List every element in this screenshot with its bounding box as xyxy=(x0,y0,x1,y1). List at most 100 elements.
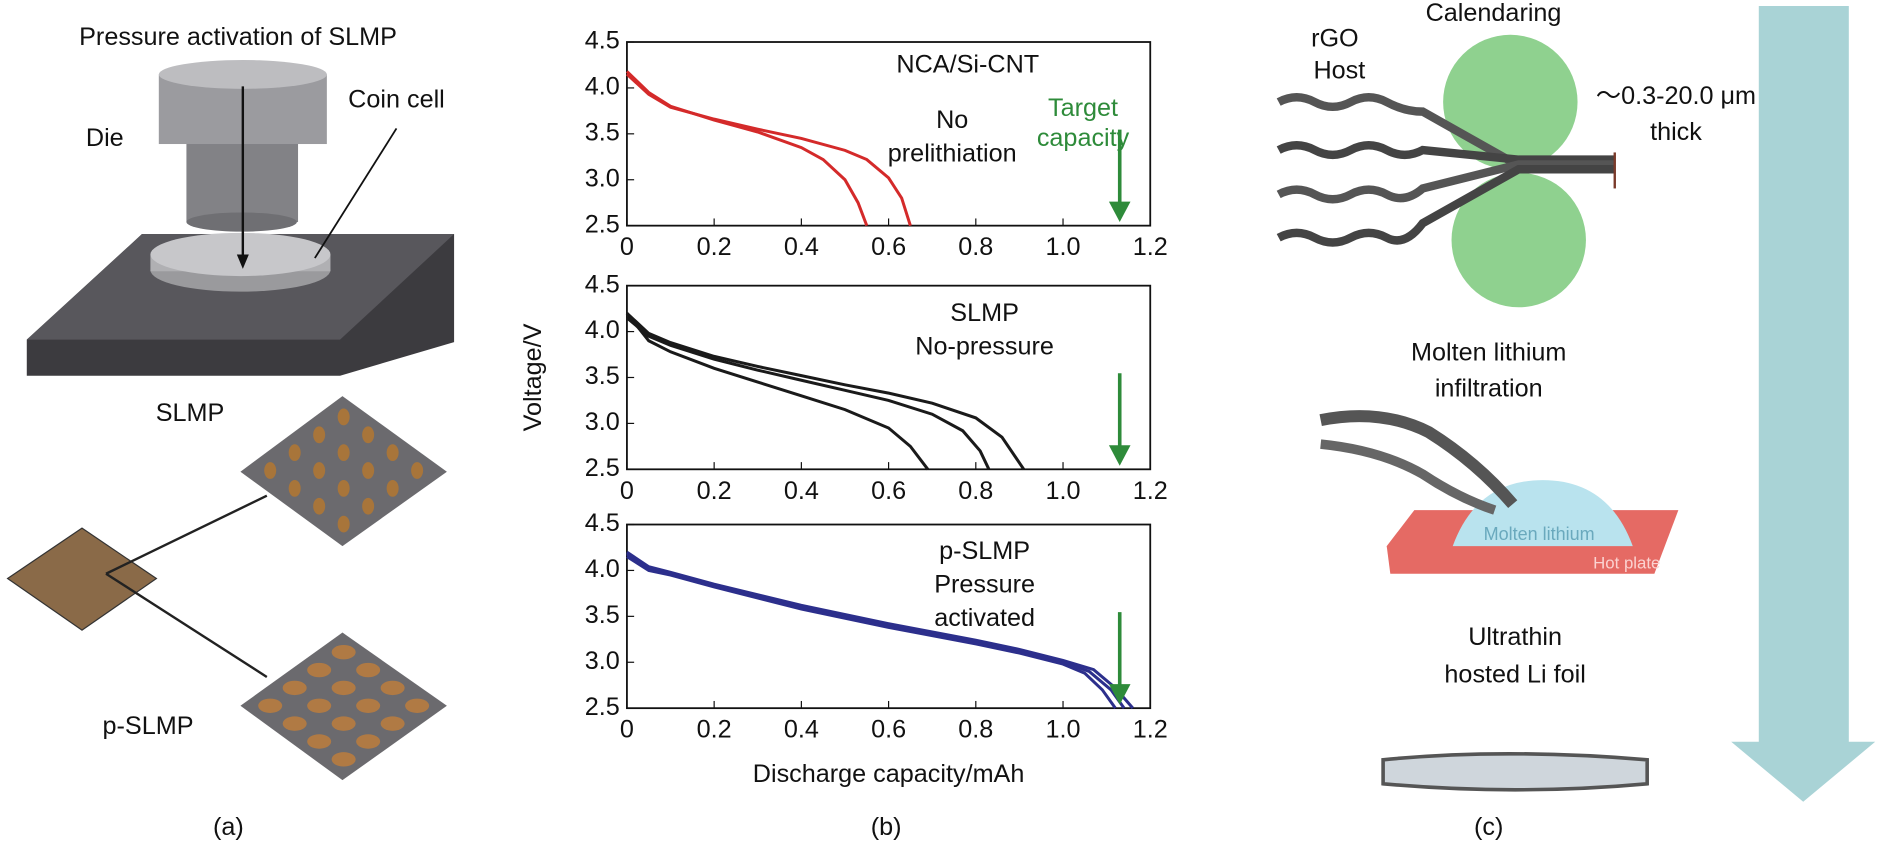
y-tick-label: 3.0 xyxy=(585,647,620,675)
particle xyxy=(288,444,301,462)
particle xyxy=(307,662,332,678)
x-tick-label: 1.0 xyxy=(1046,477,1081,505)
particle xyxy=(386,444,399,462)
label: ～0.3-20.0 μm xyxy=(1596,82,1756,110)
particle xyxy=(362,497,375,515)
rgo-sheet xyxy=(1276,165,1615,247)
press-arrow-head xyxy=(236,254,249,269)
label: Ultrathin xyxy=(1468,623,1562,651)
particle xyxy=(380,680,405,696)
x-tick-label: 1.0 xyxy=(1046,233,1081,261)
particle xyxy=(380,716,405,731)
curve xyxy=(625,70,869,227)
annotation: No-pressure xyxy=(915,333,1054,361)
particle xyxy=(313,426,326,444)
annotation: No xyxy=(936,106,968,134)
x-tick-label: 0.8 xyxy=(958,716,993,744)
x-tick-label: 1.2 xyxy=(1133,716,1168,744)
particle xyxy=(356,662,381,678)
rgo-sheet xyxy=(1276,160,1615,204)
curve xyxy=(626,550,1134,710)
caption: (b) xyxy=(871,813,902,841)
particle xyxy=(313,497,326,515)
label: Host xyxy=(1313,57,1365,85)
y-tick-label: 4.0 xyxy=(585,316,620,344)
x-tick-label: 0.6 xyxy=(871,477,906,505)
li-foil xyxy=(1381,751,1649,792)
particle xyxy=(282,680,307,696)
panel-title: Pressure activation of SLMP xyxy=(79,23,397,51)
label: Molten lithium xyxy=(1484,524,1595,544)
panel-c-art xyxy=(1276,6,1876,802)
die-top xyxy=(158,60,327,89)
x-tick-label: 0 xyxy=(620,233,634,261)
particle xyxy=(337,444,350,462)
particle xyxy=(331,644,356,660)
x-tick-label: 0.8 xyxy=(958,477,993,505)
annotation: activated xyxy=(934,604,1035,632)
y-tick-label: 4.5 xyxy=(585,270,620,298)
caption: (a) xyxy=(213,813,244,841)
label: hosted Li foil xyxy=(1444,660,1585,688)
x-tick-label: 1.0 xyxy=(1046,716,1081,744)
rgo-sheet xyxy=(1276,141,1615,164)
y-tick-label: 2.5 xyxy=(585,210,620,238)
leader xyxy=(314,127,398,259)
x-tick-label: 0 xyxy=(620,716,634,744)
annotation: Pressure xyxy=(934,570,1035,598)
target-label: Target xyxy=(1048,94,1118,122)
target-label: capacity xyxy=(1037,124,1130,152)
plot-frame xyxy=(626,284,1152,471)
rgo-sheet xyxy=(1320,439,1497,515)
label: p-SLMP xyxy=(103,712,194,740)
molten-drop xyxy=(1452,480,1633,547)
label: thick xyxy=(1650,118,1702,146)
label: SLMP xyxy=(156,399,225,427)
roller xyxy=(1451,172,1586,308)
caption: (c) xyxy=(1474,813,1503,841)
particle xyxy=(337,515,350,533)
particle xyxy=(337,479,350,497)
particle xyxy=(307,734,332,749)
sheet xyxy=(6,527,158,631)
panel-a-art xyxy=(6,60,455,781)
x-tick-label: 0.2 xyxy=(697,716,732,744)
x-tick-label: 1.2 xyxy=(1133,477,1168,505)
curve xyxy=(626,552,1126,710)
particle xyxy=(288,479,301,497)
label: Molten lithium xyxy=(1411,339,1566,367)
x-tick-label: 0 xyxy=(620,477,634,505)
target-arrow-head xyxy=(1108,445,1131,466)
slmp-plate xyxy=(240,396,447,547)
y-tick-label: 2.5 xyxy=(585,454,620,482)
target-arrow-head xyxy=(1108,201,1131,223)
x-tick-label: 0.4 xyxy=(784,233,819,261)
annotation: prelithiation xyxy=(888,139,1017,167)
curve xyxy=(625,312,1026,471)
label: Die xyxy=(86,124,124,152)
y-tick-label: 4.5 xyxy=(585,27,620,55)
x-tick-label: 0.4 xyxy=(784,716,819,744)
particles xyxy=(258,408,430,767)
particle xyxy=(331,716,356,731)
particle xyxy=(307,698,332,713)
particle xyxy=(356,734,381,749)
y-tick-label: 2.5 xyxy=(585,693,620,721)
rgo-sheet xyxy=(1276,93,1615,170)
target-arrow-head xyxy=(1108,684,1131,705)
roller xyxy=(1443,34,1578,170)
x-tick-label: 1.2 xyxy=(1133,233,1168,261)
curve xyxy=(625,73,912,227)
x-tick-label: 0.6 xyxy=(871,233,906,261)
particle xyxy=(362,462,375,479)
label: rGO xyxy=(1311,24,1359,52)
x-tick-label: 0.6 xyxy=(871,716,906,744)
particle xyxy=(282,716,307,731)
particle xyxy=(386,479,399,497)
x-axis-label: Discharge capacity/mAh xyxy=(753,760,1025,788)
particle xyxy=(337,408,350,426)
y-tick-label: 4.5 xyxy=(585,509,620,537)
pslmp-plate xyxy=(240,632,447,781)
annotation: NCA/Si-CNT xyxy=(896,51,1039,79)
